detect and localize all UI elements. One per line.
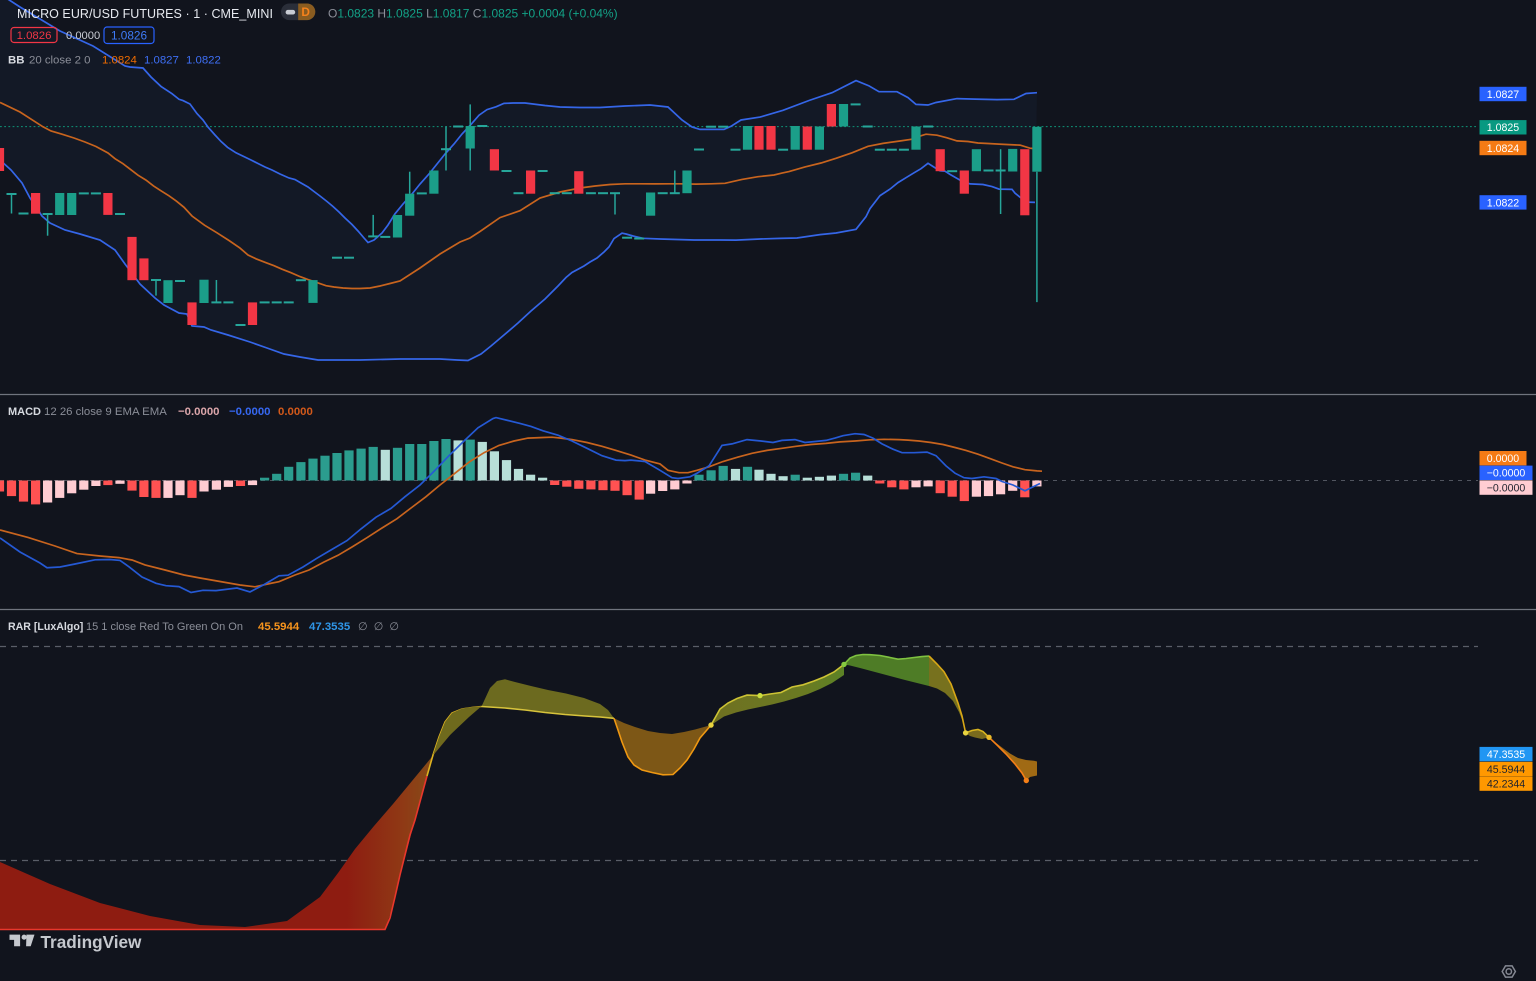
- svg-text:RAR [LuxAlgo]: RAR [LuxAlgo]: [8, 621, 83, 633]
- svg-text:0.0000: 0.0000: [278, 406, 313, 418]
- svg-text:1.0827: 1.0827: [144, 55, 179, 67]
- svg-text:1.0825: 1.0825: [1487, 122, 1520, 134]
- svg-text:1.0826: 1.0826: [111, 28, 148, 42]
- svg-text:47.3535: 47.3535: [1487, 749, 1525, 761]
- svg-text:−0.0000: −0.0000: [178, 406, 220, 418]
- svg-text:1.0822: 1.0822: [186, 55, 221, 67]
- svg-text:12 26 close 9 EMA EMA: 12 26 close 9 EMA EMA: [44, 406, 167, 418]
- svg-text:1.0827: 1.0827: [1487, 89, 1520, 101]
- svg-text:42.2344: 42.2344: [1487, 779, 1525, 791]
- svg-text:∅ ∅ ∅: ∅ ∅ ∅: [358, 621, 399, 633]
- svg-text:1.0822: 1.0822: [1487, 197, 1520, 209]
- svg-text:O1.0823 H1.0825 L1.0817 C1.082: O1.0823 H1.0825 L1.0817 C1.0825 +0.0004 …: [328, 7, 618, 21]
- svg-text:45.5944: 45.5944: [1487, 764, 1525, 776]
- svg-text:1.0826: 1.0826: [17, 30, 52, 42]
- svg-text:45.5944: 45.5944: [258, 621, 300, 633]
- svg-text:47.3535: 47.3535: [309, 621, 351, 633]
- svg-text:MACD: MACD: [8, 406, 41, 418]
- svg-text:BB: BB: [8, 55, 24, 67]
- svg-text:D: D: [301, 5, 310, 19]
- svg-text:−0.0000: −0.0000: [1487, 468, 1526, 480]
- svg-text:−0.0000: −0.0000: [1487, 483, 1526, 495]
- svg-text:1.0824: 1.0824: [1487, 143, 1520, 155]
- svg-text:1.0824: 1.0824: [102, 55, 137, 67]
- svg-text:0.0000: 0.0000: [1487, 453, 1520, 465]
- svg-text:15 1 close Red To Green On On: 15 1 close Red To Green On On: [86, 621, 243, 633]
- svg-text:−0.0000: −0.0000: [229, 406, 271, 418]
- svg-text:TradingView: TradingView: [41, 932, 143, 952]
- svg-text:20 close 2 0: 20 close 2 0: [29, 55, 90, 67]
- svg-text:0.0000: 0.0000: [66, 30, 100, 42]
- svg-text:MICRO EUR/USD FUTURES · 1 · CM: MICRO EUR/USD FUTURES · 1 · CME_MINI: [17, 7, 273, 21]
